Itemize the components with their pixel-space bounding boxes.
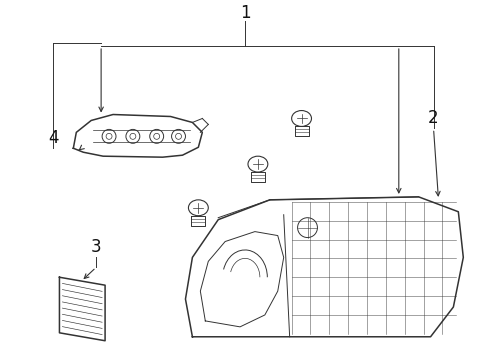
Text: 3: 3: [91, 238, 101, 256]
Text: 4: 4: [48, 129, 59, 147]
Text: 2: 2: [428, 109, 439, 127]
Text: 1: 1: [240, 4, 250, 22]
